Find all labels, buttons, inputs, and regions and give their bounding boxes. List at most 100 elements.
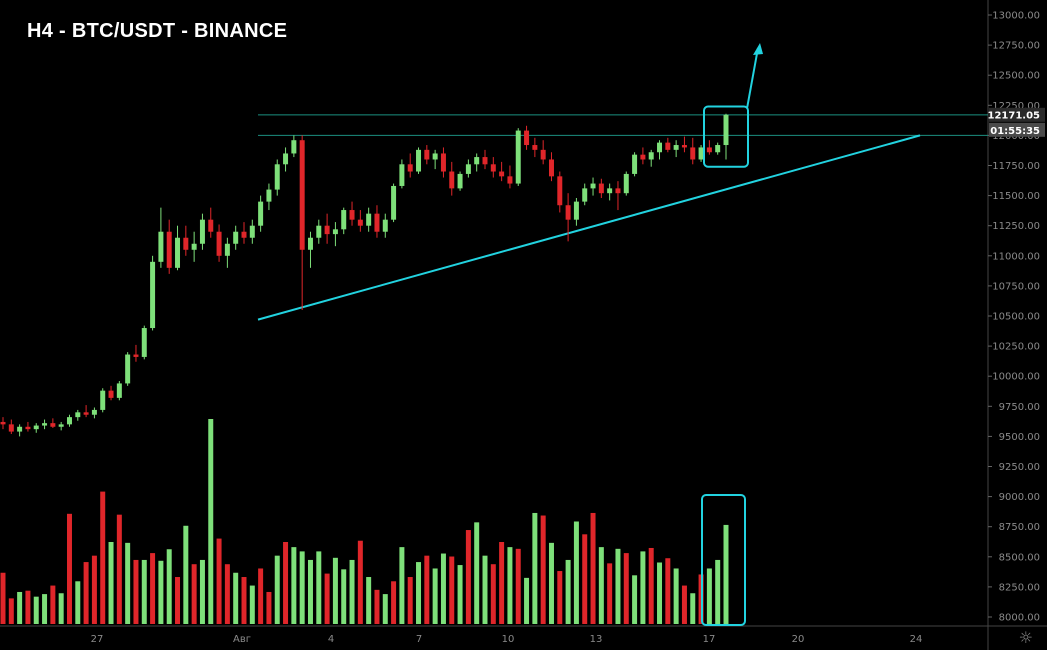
candle-body[interactable]: [399, 164, 405, 186]
volume-bar[interactable]: [17, 591, 23, 624]
candle-body[interactable]: [424, 149, 430, 160]
volume-bar[interactable]: [241, 577, 247, 624]
volume-bar[interactable]: [690, 593, 696, 624]
candle-body[interactable]: [166, 231, 172, 268]
volume-bar[interactable]: [524, 577, 530, 624]
volume-bar[interactable]: [133, 559, 139, 624]
candle-body[interactable]: [133, 354, 139, 357]
volume-bar[interactable]: [341, 569, 347, 624]
volume-bar[interactable]: [116, 514, 122, 624]
candle-body[interactable]: [391, 185, 397, 220]
volume-bar[interactable]: [125, 542, 131, 624]
volume-bar[interactable]: [283, 542, 289, 624]
candle-body[interactable]: [499, 171, 505, 177]
candle-body[interactable]: [565, 205, 571, 220]
candle-body[interactable]: [324, 225, 330, 235]
volume-bar[interactable]: [640, 551, 646, 624]
volume-bar[interactable]: [607, 563, 613, 624]
candle-body[interactable]: [507, 176, 513, 184]
candle-body[interactable]: [573, 201, 579, 220]
candle-body[interactable]: [540, 149, 546, 160]
candle-body[interactable]: [598, 183, 604, 194]
volume-bar[interactable]: [141, 559, 147, 624]
volume-bar[interactable]: [432, 568, 438, 624]
volume-bar[interactable]: [299, 551, 305, 624]
volume-bar[interactable]: [233, 572, 239, 624]
candle-body[interactable]: [557, 176, 563, 206]
candle-body[interactable]: [341, 210, 347, 230]
candle-body[interactable]: [91, 409, 97, 415]
candle-body[interactable]: [407, 164, 413, 172]
candle-body[interactable]: [582, 188, 588, 202]
candle-body[interactable]: [75, 412, 81, 418]
candle-body[interactable]: [125, 354, 131, 384]
candle-body[interactable]: [274, 164, 280, 190]
volume-bar[interactable]: [615, 548, 621, 624]
volume-bar[interactable]: [673, 568, 679, 624]
volume-bar[interactable]: [199, 559, 205, 624]
volume-bar[interactable]: [316, 551, 322, 624]
candle-body[interactable]: [316, 225, 322, 238]
candle-body[interactable]: [706, 147, 712, 153]
candle-body[interactable]: [150, 261, 156, 329]
candle-body[interactable]: [357, 219, 363, 226]
volume-bar[interactable]: [416, 562, 422, 624]
volume-bar[interactable]: [42, 594, 48, 624]
volume-bar[interactable]: [391, 581, 397, 624]
candle-body[interactable]: [349, 210, 355, 220]
volume-bar[interactable]: [166, 549, 172, 624]
volume-bar[interactable]: [548, 542, 554, 624]
volume-bar[interactable]: [249, 585, 255, 624]
candle-body[interactable]: [449, 171, 455, 189]
volume-bar[interactable]: [499, 542, 505, 624]
volume-highlight-box[interactable]: [701, 494, 746, 626]
volume-bar[interactable]: [266, 591, 272, 624]
volume-bar[interactable]: [191, 564, 197, 624]
volume-bar[interactable]: [449, 556, 455, 624]
volume-bar[interactable]: [706, 568, 712, 624]
candle-body[interactable]: [490, 164, 496, 172]
candle-body[interactable]: [175, 237, 181, 268]
candle-body[interactable]: [673, 145, 679, 150]
volume-bar[interactable]: [457, 565, 463, 624]
volume-bar[interactable]: [291, 547, 297, 624]
candle-body[interactable]: [141, 328, 147, 357]
volume-bar[interactable]: [366, 577, 372, 624]
candle-body[interactable]: [158, 231, 164, 262]
volume-bar[interactable]: [0, 572, 6, 624]
candle-body[interactable]: [548, 159, 554, 177]
volume-bar[interactable]: [183, 525, 189, 624]
candle-body[interactable]: [615, 188, 621, 194]
volume-bar[interactable]: [349, 559, 355, 624]
candle-body[interactable]: [474, 157, 480, 165]
volume-bar[interactable]: [8, 598, 14, 624]
volume-bar[interactable]: [723, 524, 729, 624]
candle-body[interactable]: [100, 390, 106, 410]
volume-bar[interactable]: [50, 585, 56, 624]
candle-body[interactable]: [366, 213, 372, 226]
volume-bar[interactable]: [357, 540, 363, 624]
volume-bar[interactable]: [307, 559, 313, 624]
volume-bar[interactable]: [25, 590, 31, 624]
volume-bar[interactable]: [224, 564, 230, 624]
candle-body[interactable]: [607, 188, 613, 194]
volume-bar[interactable]: [399, 547, 405, 624]
candle-body[interactable]: [723, 114, 729, 146]
candle-body[interactable]: [532, 145, 538, 150]
candle-body[interactable]: [440, 153, 446, 172]
volume-bar[interactable]: [573, 521, 579, 625]
volume-bar[interactable]: [407, 577, 413, 624]
volume-bar[interactable]: [208, 419, 214, 624]
volume-bar[interactable]: [382, 594, 388, 624]
candle-body[interactable]: [224, 243, 230, 256]
volume-bar[interactable]: [100, 491, 106, 624]
volume-bar[interactable]: [582, 534, 588, 624]
candle-body[interactable]: [0, 421, 6, 425]
volume-bar[interactable]: [91, 555, 97, 624]
volume-bar[interactable]: [623, 553, 629, 624]
volume-bar[interactable]: [565, 559, 571, 624]
volume-bar[interactable]: [474, 522, 480, 624]
volume-bar[interactable]: [216, 538, 222, 624]
candle-body[interactable]: [465, 164, 471, 174]
